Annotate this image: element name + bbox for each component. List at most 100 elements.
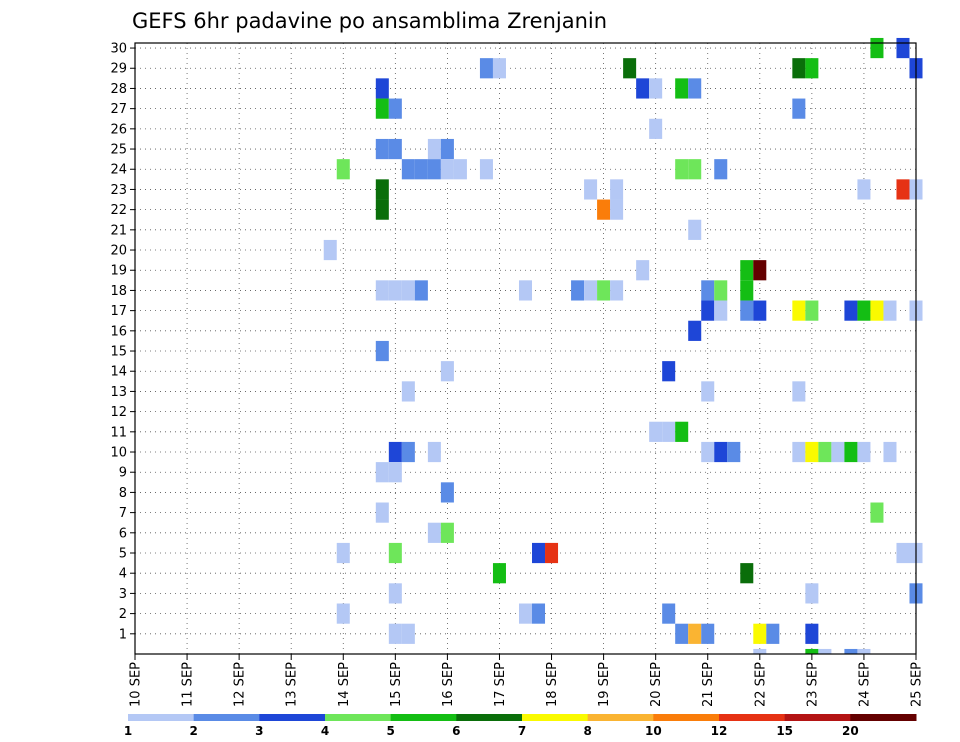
x-tick-label: 12 SEP [233,662,248,707]
precipitation-cell [844,300,858,321]
colorbar-label: 6 [452,724,460,738]
colorbar-label: 15 [776,724,793,738]
precipitation-cell [401,159,415,180]
y-tick-label: 8 [119,486,127,501]
x-tick-label: 20 SEP [649,662,664,707]
precipitation-cell [388,623,402,644]
y-tick-label: 21 [110,223,127,238]
precipitation-cell [532,603,546,624]
precipitation-cell [597,199,611,220]
precipitation-cell [636,260,650,281]
y-tick-label: 2 [119,607,127,622]
precipitation-cell [623,58,637,79]
precipitation-cell [479,159,493,180]
precipitation-cell [584,179,598,200]
x-tick-label: 21 SEP [701,662,716,707]
precipitation-cell [805,58,819,79]
precipitation-cell [701,300,715,321]
precipitation-cell [740,300,754,321]
y-tick-label: 27 [110,102,127,117]
precipitation-cell [857,300,871,321]
y-tick-label: 1 [119,627,127,642]
precipitation-cell [701,381,715,402]
y-tick-label: 25 [110,143,127,158]
y-tick-label: 10 [110,446,127,461]
precipitation-cell [714,441,728,463]
plot-frame [134,42,917,655]
precipitation-cell [492,58,506,79]
precipitation-cell [388,138,402,160]
precipitation-cell [375,98,389,119]
precipitation-cell [662,421,676,442]
precipitation-cell [675,159,689,180]
precipitation-cell [414,280,428,301]
precipitation-cell [323,239,337,261]
precipitation-cell [597,280,611,301]
x-tick-label: 10 SEP [129,662,144,707]
precipitation-cell [753,260,767,281]
colorbar-label: 4 [321,724,329,738]
x-tick-label: 16 SEP [441,662,456,707]
precipitation-cell [336,542,350,564]
precipitation-cell [792,441,806,463]
y-tick-label: 26 [110,122,127,137]
precipitation-cell [740,280,754,301]
precipitation-cell [688,219,702,240]
precipitation-cell [870,300,884,321]
y-tick-label: 22 [110,203,127,218]
precipitation-cell [518,603,533,624]
y-tick-label: 29 [110,62,127,77]
colorbar-label: 1 [124,724,132,738]
precipitation-cell [427,441,441,463]
precipitation-cell [375,340,389,362]
colorbar-swatch [390,714,457,721]
y-tick-label: 15 [110,345,127,360]
precipitation-cell [375,502,389,523]
y-tick-label: 12 [110,405,127,420]
precipitation-cell [649,78,663,99]
colorbar-label: 5 [386,724,394,738]
x-tick-label: 22 SEP [753,662,768,707]
precipitation-cell [896,542,910,564]
precipitation-cell [610,280,624,301]
y-tick-label: 14 [110,365,127,380]
y-tick-label: 30 [110,42,127,57]
x-tick-label: 14 SEP [337,662,352,707]
colorbar-swatch [784,714,851,721]
precipitation-cell [518,280,533,301]
colorbar-swatch [719,714,786,721]
precipitation-cell [883,441,897,463]
precipitation-cells [323,37,923,654]
precipitation-cell [375,78,389,99]
precipitation-cell [440,159,454,180]
precipitation-cell [688,78,702,99]
precipitation-cell [805,623,819,644]
precipitation-cell [401,381,415,402]
precipitation-cell [440,361,454,382]
y-tick-label: 17 [110,304,127,319]
precipitation-cell [805,300,819,321]
colorbar-legend: 1 2 3 4 5 6 7 8 10 12 15 20 [124,714,917,738]
x-tick-label: 23 SEP [805,662,820,707]
precipitation-cell [492,563,506,584]
precipitation-cell [427,159,441,180]
y-tick-label: 5 [119,547,127,562]
precipitation-cell [440,482,454,503]
precipitation-cell [831,441,845,463]
precipitation-cell [375,179,389,200]
precipitation-cell [675,421,689,442]
precipitation-cell [388,98,402,119]
precipitation-cell [375,462,389,483]
x-tick-label: 24 SEP [857,662,872,707]
precipitation-cell [388,280,402,301]
precipitation-cell [532,542,546,564]
precipitation-cell [401,441,415,463]
colorbar-label: 2 [189,724,197,738]
precipitation-cell [805,583,819,604]
precipitation-cell [896,37,910,59]
precipitation-cell [805,441,819,463]
colorbar-swatch [259,714,326,721]
y-tick-label: 4 [119,567,127,582]
precipitation-cell [440,522,454,543]
y-tick-label: 23 [110,183,127,198]
